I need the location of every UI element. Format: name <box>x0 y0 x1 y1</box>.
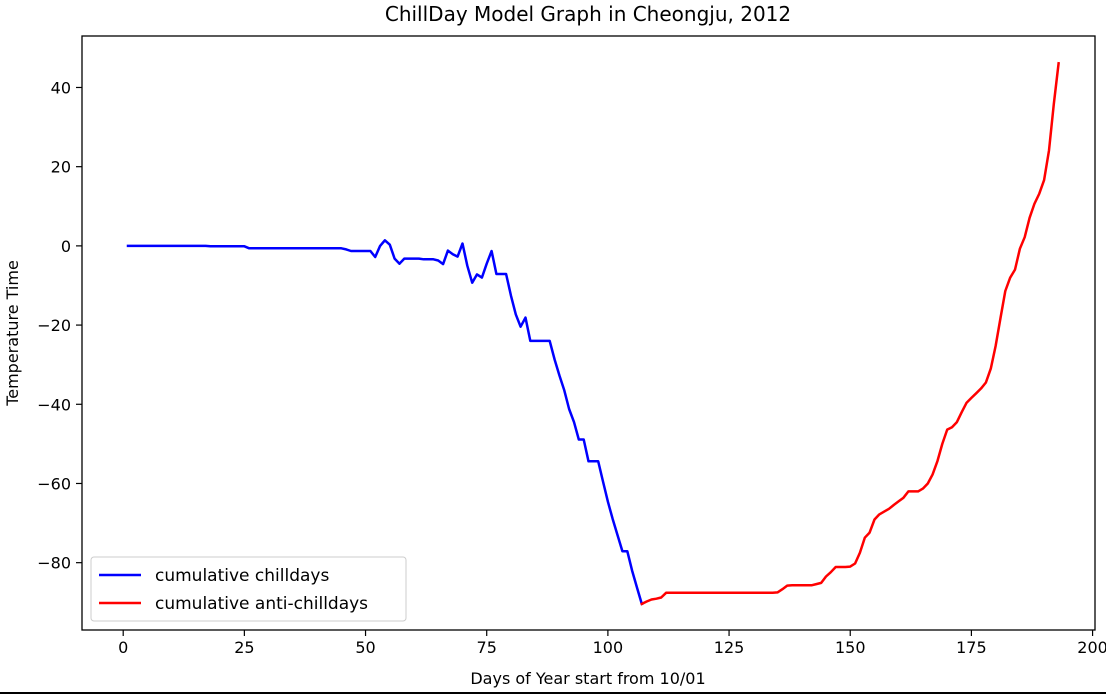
legend-label-anti-chilldays: cumulative anti-chilldays <box>155 594 368 614</box>
x-axis: 0 25 50 75 100 125 150 175 200 <box>118 630 1106 657</box>
bottom-rule <box>0 692 1106 694</box>
x-tick-label: 25 <box>234 638 254 657</box>
x-tick-label: 75 <box>477 638 497 657</box>
legend-label-chilldays: cumulative chilldays <box>155 566 329 586</box>
series-line-chilldays <box>126 239 644 606</box>
y-tick-label: −40 <box>37 395 71 414</box>
x-tick-label: 175 <box>956 638 987 657</box>
legend: cumulative chilldays cumulative anti-chi… <box>90 556 407 622</box>
legend-box <box>90 556 407 622</box>
x-tick-label: 0 <box>118 638 128 657</box>
chart-title: ChillDay Model Graph in Cheongju, 2012 <box>385 2 791 26</box>
x-tick-label: 125 <box>714 638 745 657</box>
y-axis: −80 −60 −40 −20 0 20 40 <box>37 78 82 573</box>
x-tick-label: 200 <box>1077 638 1106 657</box>
y-tick-label: −80 <box>37 554 71 573</box>
y-tick-label: 0 <box>61 237 71 256</box>
series-layer <box>126 61 1060 606</box>
y-tick-label: −20 <box>37 316 71 335</box>
x-tick-label: 150 <box>835 638 866 657</box>
x-tick-label: 50 <box>355 638 375 657</box>
y-tick-label: −60 <box>37 474 71 493</box>
series-line-anti-chilldays <box>640 61 1060 606</box>
plot-frame <box>81 35 1096 631</box>
y-tick-label: 40 <box>51 78 71 97</box>
y-axis-label: Temperature Time <box>3 260 22 407</box>
y-tick-label: 20 <box>51 158 71 177</box>
x-axis-label: Days of Year start from 10/01 <box>470 669 705 688</box>
x-tick-label: 100 <box>593 638 624 657</box>
